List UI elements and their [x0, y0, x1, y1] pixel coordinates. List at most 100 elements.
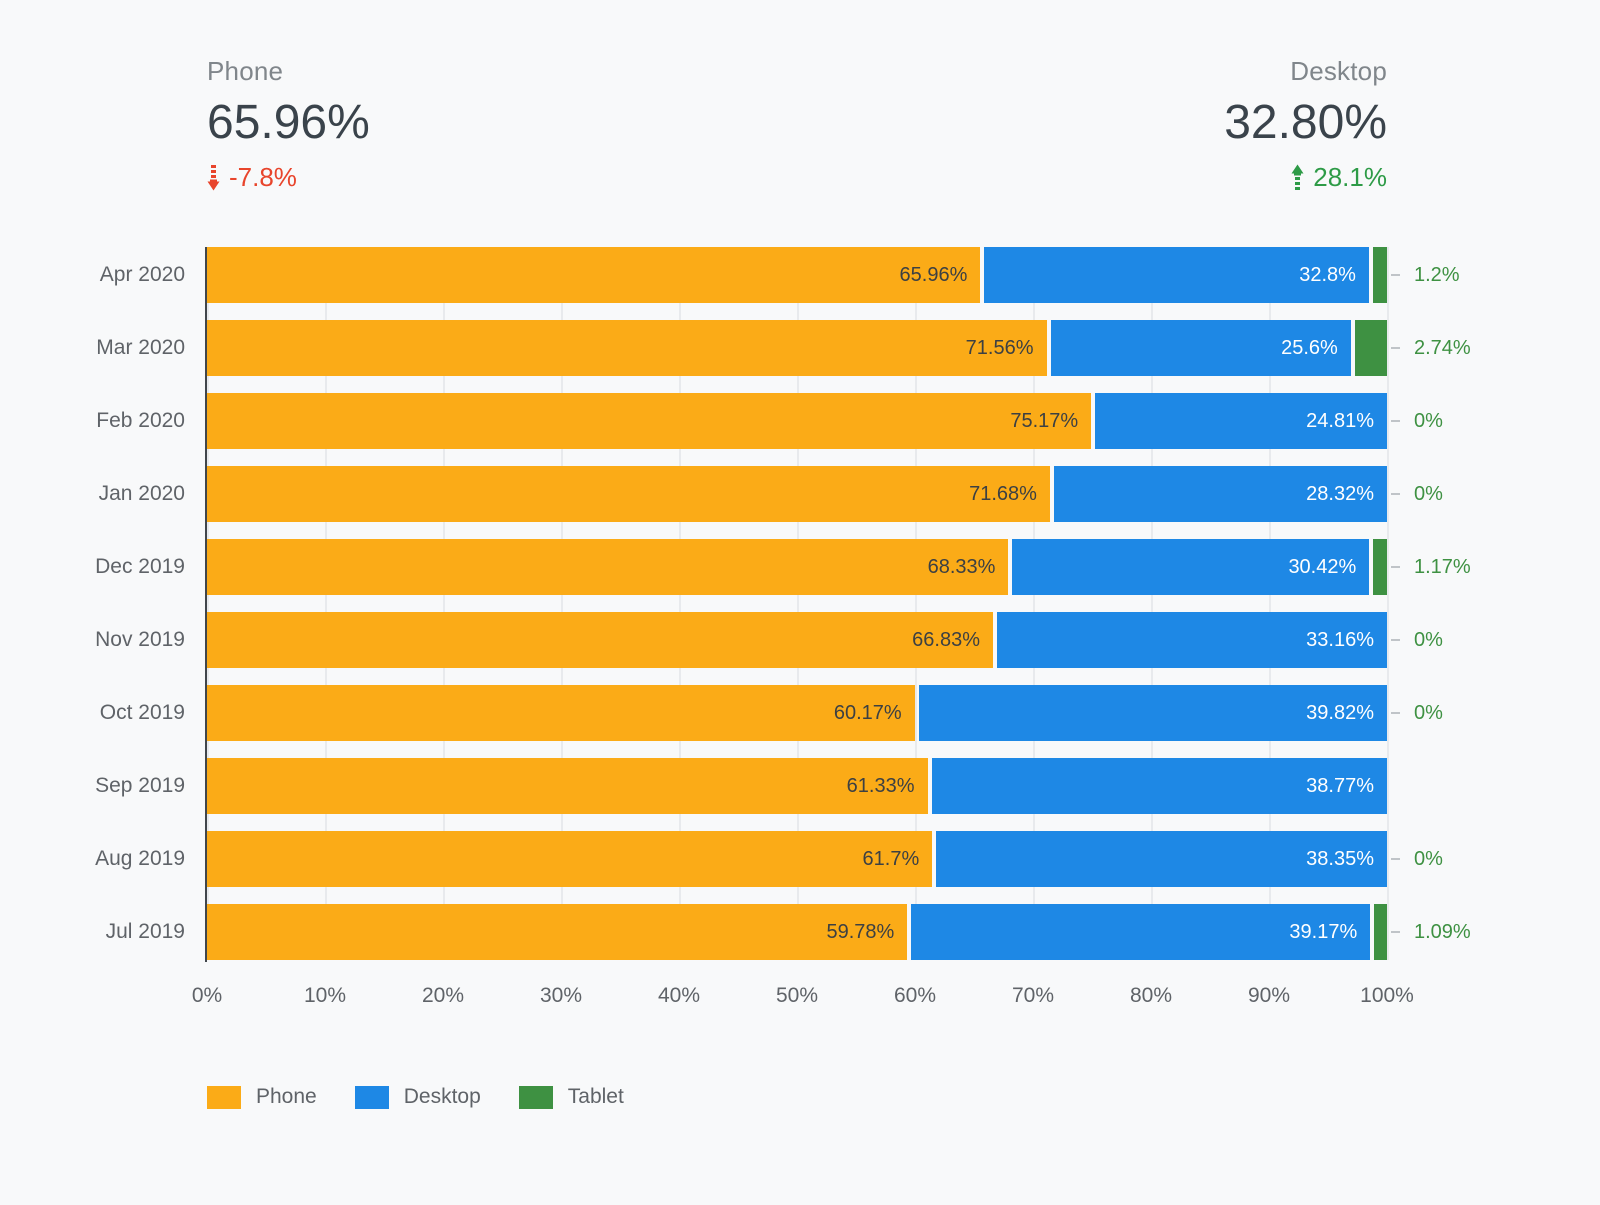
bar-segment-desktop[interactable]: 39.17%	[911, 904, 1371, 960]
phone-scorecard-delta: -7.8%	[207, 162, 370, 193]
legend-item-desktop[interactable]: Desktop	[354, 1085, 481, 1109]
x-tick-label: 0%	[191, 984, 223, 1007]
bar-segment-desktop[interactable]: 38.35%	[936, 831, 1387, 887]
x-tick-label: 40%	[657, 984, 701, 1007]
bar-row: Dec 2019 68.33% 30.42% 1.17%	[95, 539, 1471, 595]
legend-swatch	[518, 1085, 553, 1109]
tablet-value-label: 1.17%	[1391, 539, 1471, 595]
gridline	[1387, 247, 1389, 960]
segment-value-label: 59.78%	[826, 921, 895, 943]
x-tick-label: 30%	[539, 984, 583, 1007]
desktop-scorecard-delta: 28.1%	[1291, 162, 1387, 193]
bar-row: Apr 2020 65.96% 32.8% 1.2%	[100, 247, 1460, 303]
desktop-delta-value: 28.1%	[1313, 162, 1387, 192]
label-leader-dash	[1391, 639, 1400, 641]
bar-row: Mar 2020 71.56% 25.6% 2.74%	[96, 320, 1471, 376]
bar-segment-phone[interactable]: 68.33%	[207, 539, 1009, 595]
bar-segment-phone[interactable]: 71.68%	[207, 466, 1050, 522]
tablet-value-text: 1.2%	[1414, 263, 1460, 286]
x-tick-label: 90%	[1247, 984, 1291, 1007]
segment-value-label: 61.33%	[846, 775, 915, 797]
tablet-value-text: 0%	[1414, 628, 1443, 651]
scorecards: Phone 65.96% -7.8% Desktop 32.80%	[207, 56, 1387, 193]
bar-segment-phone[interactable]: 61.33%	[207, 758, 928, 814]
bar-segment-desktop[interactable]: 33.16%	[997, 612, 1387, 668]
category-label: Oct 2019	[99, 701, 185, 724]
category-label: Apr 2020	[99, 263, 185, 286]
legend-item-tablet[interactable]: Tablet	[518, 1085, 624, 1109]
bar-segment-desktop[interactable]: 24.81%	[1095, 393, 1387, 449]
label-leader-dash	[1391, 347, 1400, 349]
bar-segment-desktop[interactable]: 30.42%	[1012, 539, 1370, 595]
label-leader-dash	[1391, 931, 1400, 933]
tablet-value-text: 1.09%	[1414, 920, 1471, 943]
segment-value-label: 24.81%	[1306, 410, 1374, 432]
bar-segment-desktop[interactable]: 28.32%	[1053, 466, 1387, 522]
bar-segment-tablet[interactable]	[1354, 320, 1387, 376]
bar-segment-desktop[interactable]: 39.82%	[918, 685, 1387, 741]
bar-segment-phone[interactable]: 61.7%	[207, 831, 933, 887]
tablet-value-text: 2.74%	[1414, 336, 1471, 359]
delta-up-icon	[1291, 164, 1304, 190]
bar-segment-tablet[interactable]	[1372, 247, 1387, 303]
segment-value-label: 30.42%	[1288, 556, 1357, 578]
bar-row: Oct 2019 60.17% 39.82% 0%	[100, 685, 1443, 741]
bar-segment-phone[interactable]: 75.17%	[207, 393, 1092, 449]
tablet-value-text: 0%	[1414, 847, 1443, 870]
segment-value-label: 71.68%	[969, 483, 1037, 505]
segment-value-label: 39.17%	[1289, 921, 1358, 943]
tablet-value-text: 0%	[1414, 701, 1443, 724]
bar-rows: Apr 2020 65.96% 32.8% 1.2% Mar 2020 71.56% 25.…	[95, 247, 1471, 960]
legend-swatch	[207, 1085, 241, 1109]
bar-segment-desktop[interactable]: 38.77%	[931, 758, 1387, 814]
legend-swatch	[354, 1085, 389, 1109]
bar-segment-phone[interactable]: 65.96%	[207, 247, 981, 303]
bar-row: Jan 2020 71.68% 28.32% 0%	[99, 466, 1443, 522]
bar-segment-tablet[interactable]	[1373, 539, 1387, 595]
segment-value-label: 65.96%	[899, 264, 968, 286]
bar-segment-phone[interactable]: 60.17%	[207, 685, 915, 741]
delta-down-icon	[207, 165, 220, 191]
gridline	[1269, 247, 1271, 960]
x-tick-label: 80%	[1129, 984, 1173, 1007]
bar-segment-tablet[interactable]	[1374, 904, 1387, 960]
segment-value-label: 28.32%	[1306, 483, 1374, 505]
bar-segment-phone[interactable]: 59.78%	[207, 904, 908, 960]
tablet-value-text: 0%	[1414, 409, 1443, 432]
label-leader-dash	[1391, 420, 1400, 422]
bar-row: Feb 2020 75.17% 24.81% 0%	[96, 393, 1443, 449]
label-leader-dash	[1391, 274, 1400, 276]
bar-row: Sep 2019 61.33% 38.77%	[95, 758, 1387, 814]
tablet-value-label: 2.74%	[1391, 320, 1471, 376]
bar-segment-desktop[interactable]: 25.6%	[1050, 320, 1351, 376]
category-label: Jan 2020	[98, 482, 185, 505]
legend-label: Tablet	[567, 1085, 624, 1108]
gridline	[325, 247, 327, 960]
gridline	[561, 247, 563, 960]
tablet-value-label: 0%	[1391, 393, 1443, 449]
phone-scorecard-title: Phone	[207, 56, 284, 86]
label-leader-dash	[1391, 858, 1400, 860]
legend-item-phone[interactable]: Phone	[207, 1085, 317, 1109]
segment-value-label: 33.16%	[1306, 629, 1374, 651]
label-leader-dash	[1391, 493, 1400, 495]
bar-segment-phone[interactable]: 71.56%	[207, 320, 1047, 376]
tablet-value-label: 1.2%	[1391, 247, 1460, 303]
desktop-scorecard: Desktop 32.80% 28.1%	[1224, 56, 1387, 193]
gridline	[797, 247, 799, 960]
segment-value-label: 38.77%	[1306, 775, 1374, 797]
bar-segment-phone[interactable]: 66.83%	[207, 612, 993, 668]
chart-legend: Phone Desktop Tablet	[207, 1085, 624, 1109]
category-label: Nov 2019	[95, 628, 185, 651]
gridline	[207, 247, 209, 960]
phone-scorecard: Phone 65.96% -7.8%	[207, 56, 370, 193]
category-label: Jul 2019	[105, 920, 185, 943]
bar-segment-desktop[interactable]: 32.8%	[984, 247, 1369, 303]
segment-value-label: 38.35%	[1306, 848, 1374, 870]
label-leader-dash	[1391, 566, 1400, 568]
gridline	[1151, 247, 1153, 960]
x-tick-label: 10%	[303, 984, 347, 1007]
tablet-value-label: 0%	[1391, 612, 1443, 668]
stacked-bar-chart: Apr 2020 65.96% 32.8% 1.2% Mar 2020 71.56% 25.…	[0, 247, 1600, 1147]
category-label: Feb 2020	[96, 409, 185, 432]
